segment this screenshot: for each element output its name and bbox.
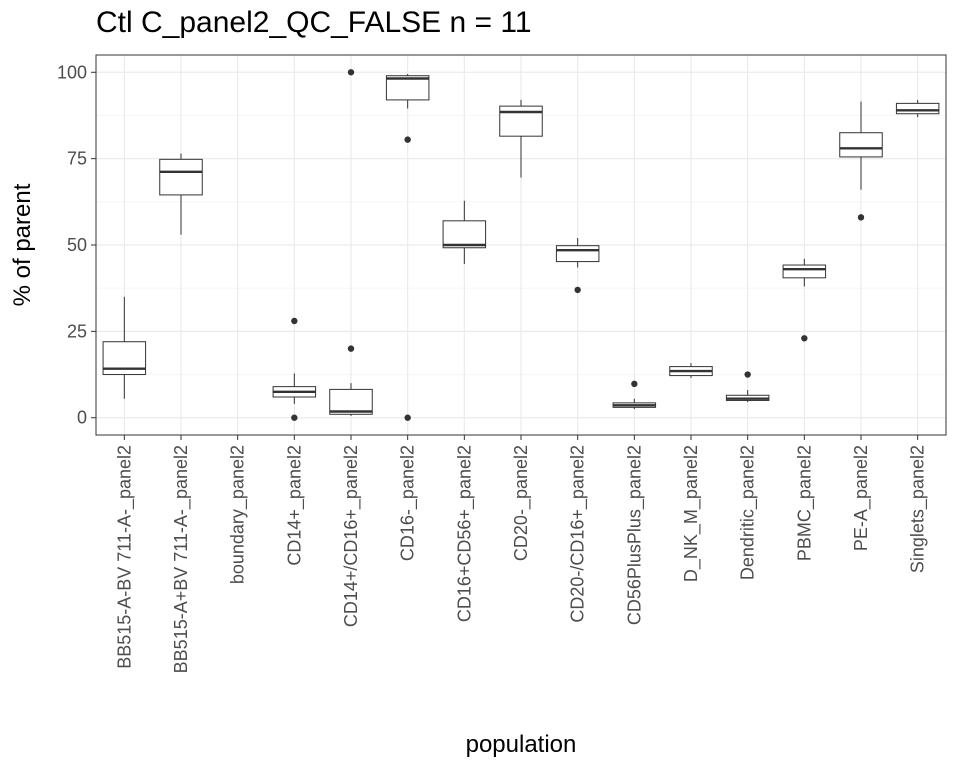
box-5 — [385, 74, 430, 421]
outlier-point — [857, 214, 865, 221]
x-tick-label: Singlets_panel2 — [908, 445, 929, 573]
x-tick-label: CD16-_panel2 — [398, 445, 419, 561]
box-10 — [669, 363, 713, 378]
x-tick-label: D_NK_M_panel2 — [681, 445, 702, 582]
x-tick-label: CD56PlusPlus_panel2 — [624, 445, 645, 625]
box-12 — [782, 258, 827, 342]
iqr-box — [555, 245, 600, 263]
iqr-box — [839, 132, 883, 158]
iqr-box — [329, 388, 373, 415]
x-tick-label: CD16+CD56+_panel2 — [454, 445, 475, 622]
y-tick-label: 100 — [57, 62, 87, 82]
box-11 — [725, 371, 770, 403]
x-tick-label: Dendritic_panel2 — [738, 445, 759, 580]
outlier-point — [801, 335, 808, 342]
y-tick-label: 50 — [67, 235, 87, 255]
y-tick-label: 75 — [67, 149, 87, 169]
x-tick-label: CD14+_panel2 — [284, 445, 305, 566]
box-0 — [102, 296, 147, 399]
iqr-box — [499, 105, 543, 137]
box-7 — [499, 99, 543, 178]
boxes-layer — [102, 69, 940, 421]
iqr-box — [782, 264, 827, 279]
outlier-point — [347, 69, 355, 76]
iqr-box — [895, 102, 940, 115]
y-tick-label: 25 — [67, 321, 87, 341]
outlier-point — [404, 136, 411, 143]
x-tick-label: PBMC_panel2 — [794, 445, 815, 561]
box-14 — [895, 99, 940, 118]
iqr-box — [385, 75, 430, 101]
y-tick-label: 0 — [77, 408, 87, 428]
x-tick-label: CD20-_panel2 — [511, 445, 532, 561]
box-3 — [272, 317, 317, 421]
box-13 — [839, 101, 883, 221]
box-4 — [329, 69, 373, 416]
x-tick-label: PE-A_panel2 — [851, 445, 872, 551]
x-tick-label: CD20-/CD16+_panel2 — [568, 445, 589, 623]
iqr-box — [159, 158, 203, 196]
x-tick-label: CD14+/CD16+_panel2 — [341, 445, 362, 627]
box-9 — [612, 380, 657, 410]
box-6 — [442, 200, 487, 264]
outlier-point — [291, 317, 298, 325]
x-tick-label: boundary_panel2 — [228, 445, 249, 584]
box-8 — [555, 238, 600, 294]
y-axis-title: % of parent — [9, 183, 36, 306]
x-tick-label: BB515-A+BV 711-A-_panel2 — [171, 445, 192, 673]
outlier-point — [347, 345, 355, 352]
outlier-point — [574, 286, 581, 294]
axis-layer: 0 25 50 75 100 BB515-A-BV 711-A-_panel2 BB515-… — [57, 62, 929, 673]
x-tick-label: BB515-A-BV 711-A-_panel2 — [114, 445, 135, 669]
chart-title: Ctl C_panel2_QC_FALSE n = 11 — [96, 6, 532, 39]
outlier-point — [744, 371, 751, 378]
outlier-point — [631, 380, 638, 388]
outlier-point — [291, 414, 298, 421]
box-1 — [159, 153, 203, 235]
iqr-box — [442, 220, 487, 249]
x-axis-title: population — [466, 731, 577, 758]
outlier-point — [404, 414, 411, 421]
